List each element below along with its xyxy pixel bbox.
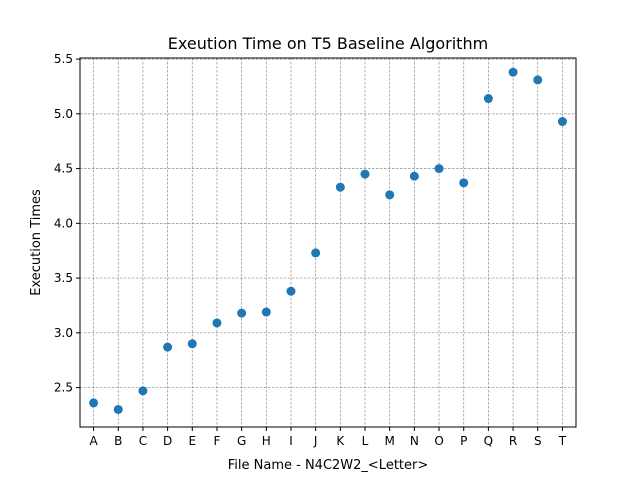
data-points (89, 67, 567, 414)
data-point (483, 94, 493, 104)
data-point (163, 342, 173, 352)
x-axis-label: File Name - N4C2W2_<Letter> (228, 458, 429, 473)
x-tick-label: N (410, 434, 419, 448)
grid (80, 58, 576, 427)
data-point (138, 386, 148, 396)
data-point (409, 171, 419, 181)
y-tick-label: 3.5 (54, 271, 73, 285)
x-tick-label: D (163, 434, 172, 448)
x-tick-label: A (89, 434, 98, 448)
data-point (89, 398, 99, 408)
x-tick-label: T (558, 434, 567, 448)
x-tick-label: H (262, 434, 271, 448)
x-tick-label: F (214, 434, 221, 448)
x-tick-label: E (188, 434, 196, 448)
x-tick-label: R (509, 434, 517, 448)
data-point (557, 117, 567, 127)
data-point (533, 75, 543, 85)
y-tick-label: 4.0 (54, 216, 73, 230)
data-point (237, 308, 247, 318)
x-axis-ticks: A B C D E F G H I J K L M N O P Q R S T (89, 427, 567, 448)
data-point (508, 67, 518, 77)
y-tick-label: 4.5 (54, 162, 73, 176)
x-tick-label: J (313, 434, 318, 448)
data-point (212, 318, 222, 328)
x-tick-label: P (460, 434, 467, 448)
y-axis-label: Execution Times (29, 189, 44, 296)
x-tick-label: L (362, 434, 369, 448)
x-tick-label: B (114, 434, 122, 448)
x-tick-label: O (434, 434, 443, 448)
data-point (360, 169, 370, 179)
data-point (459, 178, 469, 188)
x-tick-label: S (534, 434, 542, 448)
plot-frame (79, 57, 577, 428)
y-tick-label: 5.0 (54, 107, 73, 121)
data-point (385, 190, 395, 200)
x-tick-label: Q (484, 434, 493, 448)
x-tick-label: C (139, 434, 147, 448)
data-point (311, 248, 321, 258)
data-point (187, 339, 197, 349)
x-tick-label: G (237, 434, 246, 448)
data-point (261, 307, 271, 317)
y-tick-label: 3.0 (54, 326, 73, 340)
x-tick-label: M (385, 434, 395, 448)
data-point (286, 286, 296, 296)
x-tick-label: K (336, 434, 345, 448)
data-point (335, 182, 345, 192)
data-point (113, 404, 123, 414)
y-axis-ticks: 2.5 3.0 3.5 4.0 4.5 5.0 5.5 (54, 52, 80, 395)
data-point (434, 164, 444, 174)
x-tick-label: I (289, 434, 293, 448)
y-tick-label: 2.5 (54, 381, 73, 395)
y-tick-label: 5.5 (54, 52, 73, 66)
chart-title: Exeution Time on T5 Baseline Algorithm (168, 34, 488, 53)
